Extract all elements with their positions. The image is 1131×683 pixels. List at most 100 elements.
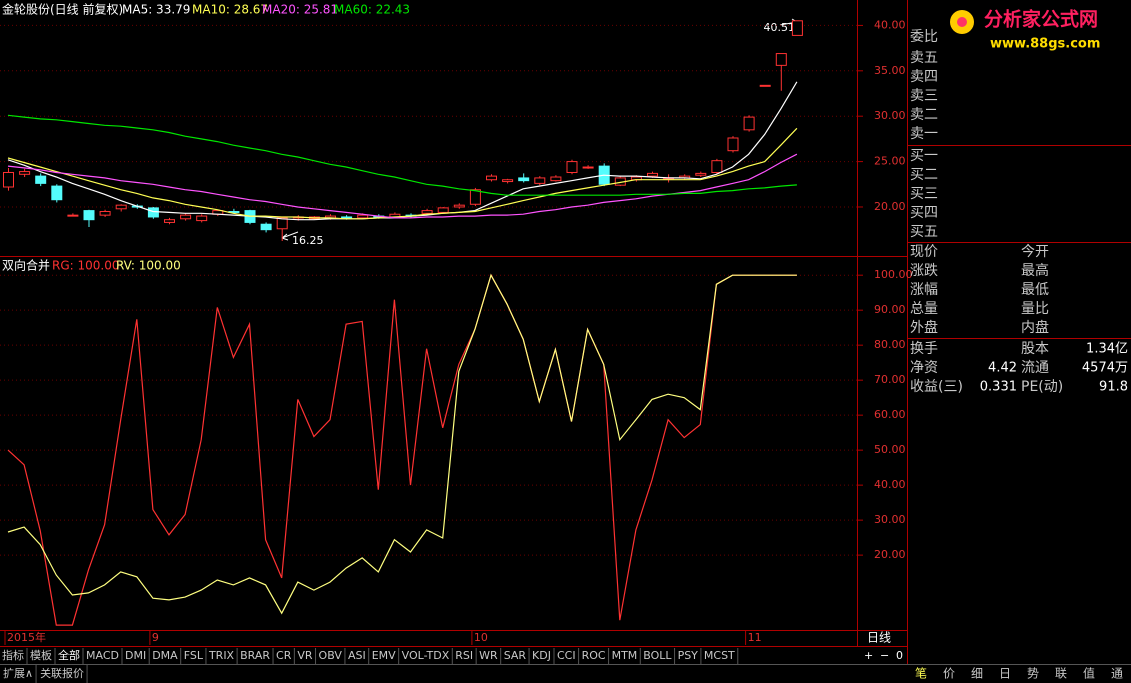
indicator-tab[interactable]: RSI <box>455 649 473 662</box>
candle-body <box>775 53 787 66</box>
side-tab[interactable]: 笔 <box>915 666 927 681</box>
watermark-url: www.88gs.com <box>990 37 1100 52</box>
indicator-line <box>7 273 797 626</box>
y-tick-label: 60.00 <box>874 408 906 421</box>
candle-body <box>518 177 530 182</box>
stat-label: 股本 <box>1021 341 1049 357</box>
y-tick-label: 80.00 <box>874 338 906 351</box>
indicator-tab[interactable]: MTM <box>612 649 638 662</box>
candle-body <box>743 116 755 131</box>
indicator-tab[interactable]: 模板 <box>30 648 52 662</box>
chart-title: 金轮股份(日线 前复权) <box>2 2 123 17</box>
candle-body <box>35 175 47 184</box>
indicator-tab[interactable]: ASI <box>348 649 366 662</box>
zoom-button[interactable]: 0 <box>896 649 903 662</box>
side-tab[interactable]: 值 <box>1083 666 1095 681</box>
side-tab[interactable]: 细 <box>971 667 983 681</box>
indicator-line <box>7 273 797 615</box>
side-tab[interactable]: 价 <box>943 667 955 681</box>
candle-body <box>115 204 127 210</box>
quote-field: 涨跌 <box>910 263 938 279</box>
bid-label: 买四 <box>910 205 938 221</box>
zoom-button[interactable]: − <box>880 649 889 662</box>
legend-entry: MA20: 25.81 <box>262 3 338 17</box>
legend-entry: MA10: 28.67 <box>192 3 268 17</box>
candle-body <box>19 171 31 175</box>
side-tab[interactable]: 势 <box>1027 667 1039 681</box>
x-tick-label: 10 <box>474 631 488 644</box>
candle-body <box>453 204 465 208</box>
indicator-tab[interactable]: 指标 <box>2 648 24 662</box>
indicator-tab[interactable]: FSL <box>184 649 204 662</box>
candle-body <box>341 216 353 219</box>
quote-field: 今开 <box>1021 244 1049 260</box>
bottom-tab[interactable]: 关联报价 <box>40 666 84 680</box>
ma-line <box>7 127 798 220</box>
side-tab[interactable]: 联 <box>1055 667 1067 681</box>
candle-body <box>727 137 739 152</box>
candle-body <box>357 214 369 219</box>
indicator-tab[interactable]: CCI <box>557 649 576 662</box>
indicator-tab[interactable]: SAR <box>504 649 527 662</box>
candle-body <box>695 172 707 176</box>
legend-entry: MA5: 33.79 <box>122 3 190 17</box>
low-annotation: 16.25 <box>292 234 324 247</box>
stat-value: 4574万 <box>1082 361 1128 376</box>
side-tab[interactable]: 通 <box>1111 667 1123 681</box>
quote-field: 最高 <box>1021 262 1049 279</box>
side-tab[interactable]: 日 <box>999 667 1011 681</box>
candle-body <box>469 189 481 205</box>
indicator-tab[interactable]: OBV <box>319 649 343 662</box>
indicator-tab[interactable]: BRAR <box>240 649 270 662</box>
indicator-tab[interactable]: EMV <box>372 649 396 662</box>
quote-field: 外盘 <box>910 319 938 336</box>
quote-field: 最低 <box>1021 282 1049 298</box>
indicator-tab[interactable]: VOL-TDX <box>402 649 450 662</box>
candle-body <box>421 210 433 214</box>
indicator-tab[interactable]: VR <box>297 649 313 662</box>
x-tick-label: 11 <box>748 631 762 644</box>
bid-label: 买一 <box>910 148 938 164</box>
candle-body <box>260 223 272 231</box>
indicator-tab[interactable]: TRIX <box>208 649 235 662</box>
y-tick-label: 30.00 <box>874 513 906 526</box>
y-tick-label: 70.00 <box>874 373 906 386</box>
indicator-tab[interactable]: DMA <box>152 649 178 662</box>
legend-entry: RV: 100.00 <box>116 259 181 273</box>
bid-label: 买五 <box>910 224 938 240</box>
ask-label: 卖四 <box>910 69 938 85</box>
candle-body <box>759 84 771 87</box>
candle-body <box>51 185 63 201</box>
indicator-tab[interactable]: CR <box>276 649 292 662</box>
indicator-tab[interactable]: MCST <box>704 649 735 662</box>
bottom-tab[interactable]: 扩展∧ <box>3 666 33 680</box>
indicator-tab[interactable]: KDJ <box>532 649 551 662</box>
stat-label: PE(动) <box>1021 379 1063 395</box>
zoom-button[interactable]: + <box>864 649 873 662</box>
indicator-tab[interactable]: BOLL <box>643 649 672 662</box>
indicator-tab[interactable]: 全部 <box>58 648 80 662</box>
indicator-tab[interactable]: WR <box>479 649 498 662</box>
candle-body <box>502 179 514 183</box>
stat-label: 收益(三) <box>910 379 963 395</box>
quote-field: 涨幅 <box>910 282 938 298</box>
stat-value: 91.8 <box>1099 380 1128 395</box>
candle-body <box>711 160 723 173</box>
candle-body <box>164 219 175 223</box>
candle-body <box>147 207 159 218</box>
candle-body <box>196 215 208 222</box>
indicator-tab[interactable]: MACD <box>86 649 119 662</box>
candle-body <box>647 172 658 177</box>
ask-label: 卖二 <box>910 107 938 123</box>
y-tick-label: 30.00 <box>874 109 906 122</box>
indicator-tab[interactable]: ROC <box>582 649 606 662</box>
candle-body <box>566 161 578 173</box>
indicator-tab[interactable]: DMI <box>125 649 146 662</box>
y-tick-label: 20.00 <box>874 200 906 213</box>
indicator-tab[interactable]: PSY <box>678 649 699 662</box>
candle-body <box>534 177 546 184</box>
candle-body <box>550 176 562 182</box>
ask-label: 卖三 <box>910 88 938 104</box>
